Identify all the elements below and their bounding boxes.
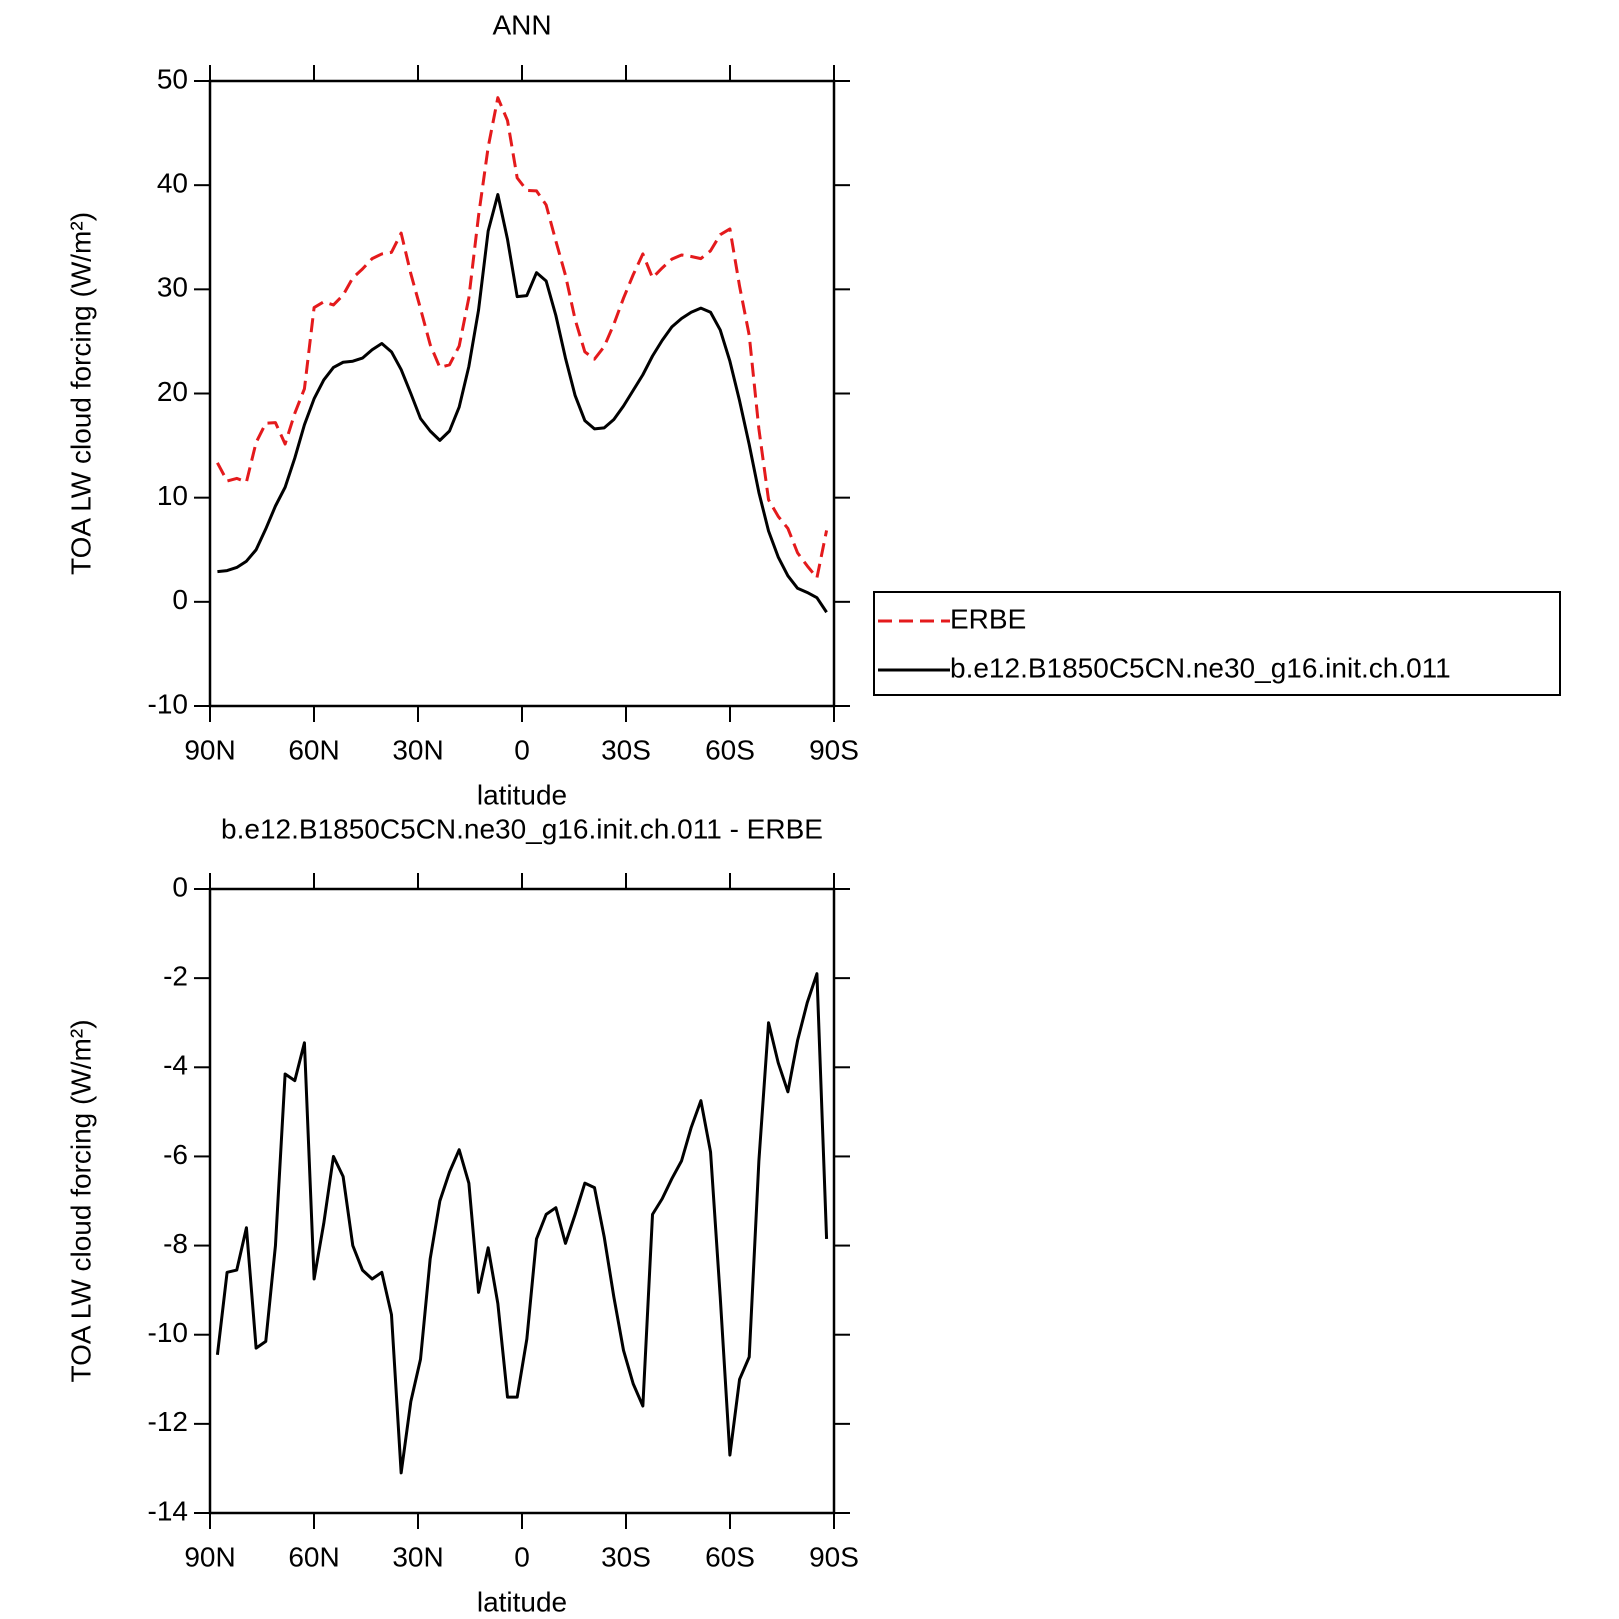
y-tick-label: 0 (172, 871, 188, 902)
y-tick-label: -6 (163, 1139, 188, 1170)
y-tick-label: -10 (148, 1317, 188, 1348)
y-tick-label: -12 (148, 1406, 188, 1437)
x-tick-label: 90N (184, 734, 235, 765)
x-tick-label: 90N (184, 1541, 235, 1572)
y-tick-label: 40 (157, 168, 188, 199)
y-axis-label: TOA LW cloud forcing (W/m²) (65, 1019, 96, 1382)
x-tick-label: 60S (705, 1541, 755, 1572)
x-tick-label: 30S (601, 1541, 651, 1572)
x-tick-label: 60N (288, 1541, 339, 1572)
y-tick-label: 50 (157, 63, 188, 94)
x-axis-label: latitude (477, 1586, 567, 1617)
y-axis-label: TOA LW cloud forcing (W/m²) (65, 212, 96, 575)
y-tick-label: 30 (157, 272, 188, 303)
data-line (217, 193, 828, 614)
chart-title: ANN (492, 9, 551, 40)
x-tick-label: 60N (288, 734, 339, 765)
y-tick-label: 20 (157, 376, 188, 407)
plot-frame (208, 79, 836, 708)
y-tick-label: -14 (148, 1495, 188, 1526)
y-tick-label: -2 (163, 961, 188, 992)
data-line (215, 972, 829, 1475)
x-tick-label: 60S (705, 734, 755, 765)
y-tick-label: -4 (163, 1050, 188, 1081)
y-tick-label: -8 (163, 1228, 188, 1259)
x-tick-label: 90S (809, 1541, 859, 1572)
y-tick-label: -10 (148, 688, 188, 719)
data-line (216, 96, 829, 580)
y-tick-label: 0 (172, 584, 188, 615)
plot-frame (208, 887, 836, 1515)
legend-label: ERBE (950, 603, 1026, 634)
y-tick-label: 10 (157, 480, 188, 511)
x-axis-label: latitude (477, 779, 567, 810)
x-tick-label: 0 (514, 1541, 530, 1572)
legend-box (873, 591, 1561, 696)
x-tick-label: 0 (514, 734, 530, 765)
x-tick-label: 30N (392, 734, 443, 765)
x-tick-label: 30N (392, 1541, 443, 1572)
legend-label: b.e12.B1850C5CN.ne30_g16.init.ch.011 (950, 652, 1451, 683)
x-tick-label: 30S (601, 734, 651, 765)
x-tick-label: 90S (809, 734, 859, 765)
chart-title: b.e12.B1850C5CN.ne30_g16.init.ch.011 - E… (221, 813, 823, 844)
